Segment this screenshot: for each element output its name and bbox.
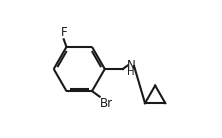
Text: F: F: [60, 26, 67, 39]
Text: N: N: [127, 59, 135, 72]
Text: Br: Br: [100, 97, 113, 110]
Text: H: H: [127, 67, 135, 77]
